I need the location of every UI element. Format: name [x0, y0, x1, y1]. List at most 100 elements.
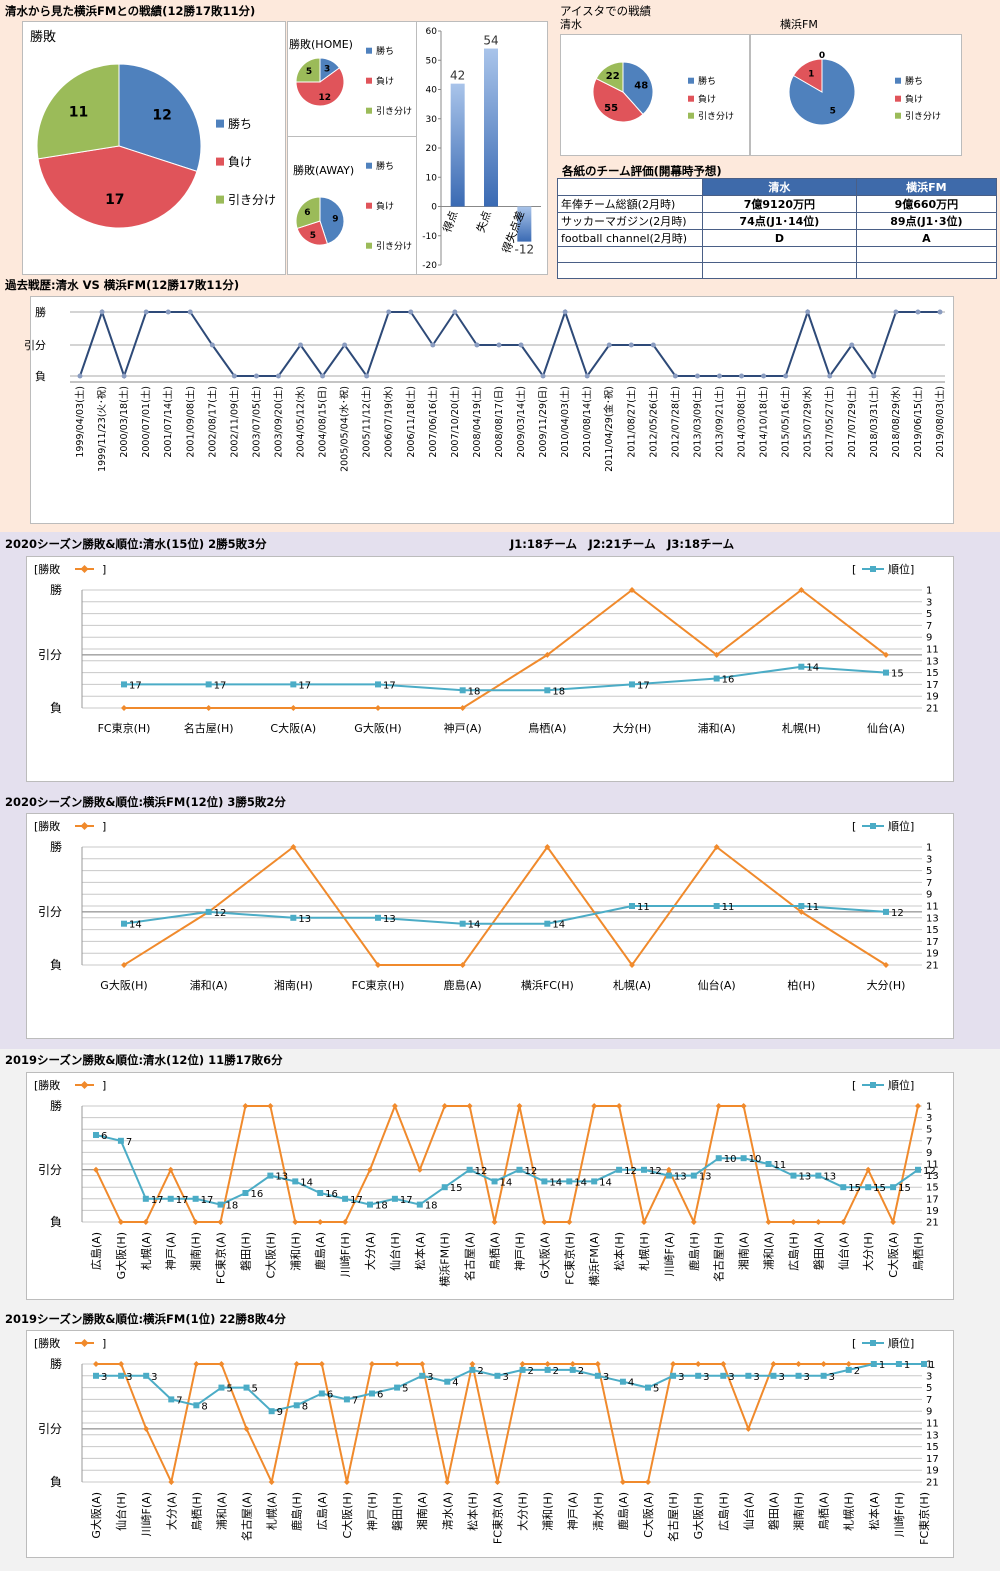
rank-point [890, 1184, 897, 1191]
rank-data-label: 14 [552, 920, 565, 931]
x-tick-label: 2000/07/01(土) [140, 386, 152, 458]
pie-slice-win [319, 196, 345, 245]
y-category-label: 負 [50, 701, 62, 715]
x-tick-label: 浦和(A) [698, 722, 736, 735]
result-point [665, 1166, 672, 1173]
rank-data-label: 17 [201, 1195, 214, 1206]
x-tick-label: 大分(H) [613, 721, 652, 735]
x-tick-label: 川崎F(A) [662, 1232, 676, 1276]
rank-data-label: 1 [904, 1360, 910, 1371]
rank-point [459, 920, 466, 927]
y-tick-label: 10 [426, 173, 438, 183]
rank-tick-label: 11 [926, 902, 939, 913]
rank-tick-label: 21 [926, 961, 939, 972]
rank-point [167, 1195, 174, 1202]
result-point [167, 1166, 174, 1173]
team-eval-row: football channel(2月時) D A [557, 229, 998, 247]
legend-label-loss: 負け [905, 93, 923, 105]
x-tick-label: FC東京(A) [214, 1232, 228, 1284]
x-tick-label: G大阪(H) [354, 721, 401, 735]
rank-point [713, 675, 720, 682]
result-point [466, 1103, 473, 1109]
legend-label-win: 勝ち [376, 45, 394, 57]
legend-swatch-loss [895, 95, 901, 102]
x-tick-label: 仙台(H) [388, 1232, 402, 1271]
x-tick-label: 2005/11/12(土) [361, 386, 373, 458]
result-point [342, 1219, 349, 1225]
rank-tick-label: 7 [926, 621, 932, 632]
rank-point [375, 914, 381, 921]
pie-data-label: 5 [306, 67, 312, 77]
legend-swatch-loss [216, 157, 224, 166]
result-point [268, 1479, 275, 1485]
series-line-rank [124, 665, 887, 692]
x-tick-label: 鹿島(A) [313, 1232, 327, 1270]
x-tick-label: 2001/07/14(土) [162, 386, 174, 458]
x-tick-label: 2013/09/21(土) [713, 386, 725, 458]
result-point [469, 1361, 476, 1367]
team-eval-label: サッカーマガジン(2月時) [557, 212, 703, 230]
x-tick-label: 2018/03/31(土) [868, 386, 880, 458]
pie-data-label: 55 [604, 103, 618, 114]
rank-tick-label: 1 [926, 586, 932, 597]
x-tick-label: 2001/09/08(土) [184, 386, 196, 458]
rank-point [798, 903, 805, 909]
rank-tick-label: 11 [926, 645, 939, 656]
x-tick-label: 2007/06/16(土) [427, 386, 439, 458]
data-point [694, 373, 700, 379]
y-tick-label: -20 [422, 261, 437, 271]
legend-label-draw: 引き分け [376, 106, 412, 117]
rank-point [629, 681, 635, 688]
rank-data-label: 1 [929, 1360, 935, 1371]
x-tick-label: 川崎F(H) [892, 1492, 906, 1537]
rank-data-label: 11 [722, 902, 735, 913]
s2019-shimizu-panel [26, 1072, 954, 1300]
legend-result-label: [勝敗 [34, 819, 60, 833]
rank-tick-label: 13 [926, 913, 939, 924]
x-tick-label: FC東京(H) [98, 721, 151, 735]
team-eval-header-shimizu: 清水 [702, 178, 857, 196]
rank-data-label: 15 [848, 1183, 861, 1194]
pie-data-label: 0 [819, 51, 825, 61]
y-category-label: 勝 [50, 1356, 62, 1371]
pie-data-label: 22 [606, 71, 620, 82]
result-point [890, 1219, 897, 1225]
x-tick-label: 1999/11/23(火･祝) [96, 386, 108, 472]
team-eval-value [702, 262, 857, 279]
result-point [770, 1361, 777, 1367]
legend-rank-label: 順位] [888, 819, 914, 833]
rank-data-label: 7 [126, 1137, 132, 1148]
legend-result-bracket: ] [102, 1079, 106, 1092]
rank-data-label: 13 [298, 914, 311, 925]
rank-tick-label: 3 [926, 1113, 932, 1124]
result-point [795, 1361, 802, 1367]
result-point [121, 705, 127, 711]
team-eval-value [855, 262, 998, 279]
y-category-label: 負 [50, 958, 62, 972]
x-tick-label: 柏(H) [787, 978, 815, 992]
x-tick-label: 清水(A) [441, 1492, 454, 1530]
rank-data-label: 2 [553, 1366, 559, 1377]
rank-point [143, 1372, 150, 1379]
result-point [416, 1166, 423, 1173]
legend-label-win: 勝ち [376, 160, 394, 172]
rank-point [541, 1178, 548, 1185]
rank-data-label: 3 [804, 1372, 810, 1383]
x-tick-label: G大阪(H) [691, 1492, 705, 1539]
data-point [540, 373, 546, 379]
y-tick-label: 20 [426, 144, 438, 154]
rank-point [845, 1366, 852, 1373]
legend-label-win: 勝ち [228, 116, 252, 131]
pie-slice-loss [592, 77, 644, 123]
rank-tick-label: 15 [926, 925, 939, 936]
y-category-label: 引分 [24, 338, 46, 352]
result-point [318, 1361, 325, 1367]
result-point [544, 1361, 551, 1367]
rank-point [391, 1195, 398, 1202]
rank-point [569, 1366, 576, 1373]
y-category-label: 引分 [38, 1163, 62, 1177]
rank-data-label: 2 [578, 1366, 584, 1377]
